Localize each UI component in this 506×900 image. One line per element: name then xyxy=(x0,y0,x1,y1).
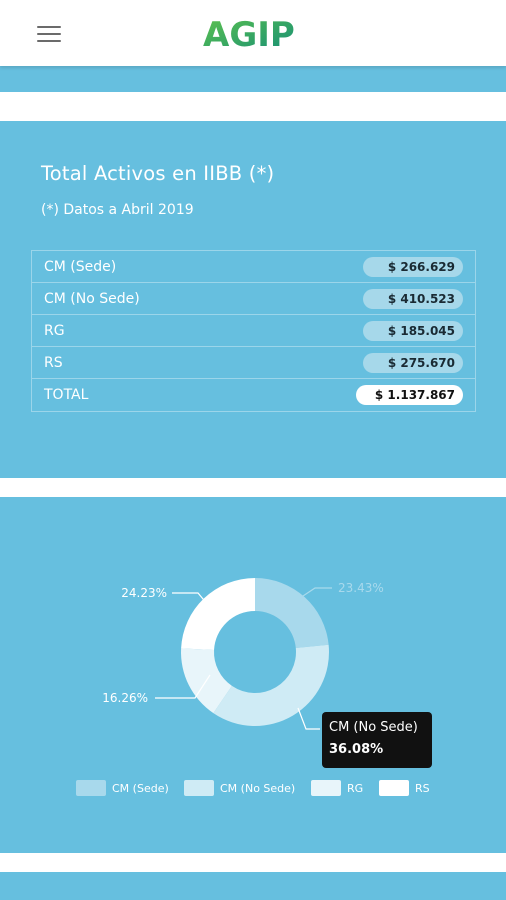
card-title: Total Activos en IIBB (*) xyxy=(41,162,275,185)
table-row: RS $ 275.670 xyxy=(32,347,475,379)
value-badge: $ 275.670 xyxy=(363,353,463,373)
data-date-note: (*) Datos a Abril 2019 xyxy=(41,202,194,218)
agip-logo: AGIP xyxy=(203,15,295,51)
legend-swatch xyxy=(76,780,106,796)
donut-slice[interactable] xyxy=(181,578,255,651)
chart-card: 23.43% 36.08% 16.26% 24.23% CM (Sede) CM (N… xyxy=(0,497,506,853)
legend-swatch xyxy=(379,780,409,796)
table-row: RG $ 185.045 xyxy=(32,315,475,347)
table-row: CM (Sede) $ 266.629 xyxy=(32,251,475,283)
tooltip-value: 36.08% xyxy=(329,742,384,757)
totals-table: CM (Sede) $ 266.629 CM (No Sede) $ 410.5… xyxy=(31,250,476,412)
svg-text:AGIP: AGIP xyxy=(203,15,295,51)
slice-leader-line xyxy=(299,587,332,599)
slice-percent-label: 16.26% xyxy=(102,691,148,705)
legend-label: CM (No Sede) xyxy=(220,782,296,795)
row-label: RG xyxy=(44,323,65,339)
donut-slice[interactable] xyxy=(255,578,329,648)
legend-label: RS xyxy=(415,782,430,795)
top-blue-strip xyxy=(0,66,506,92)
next-card xyxy=(0,872,506,900)
donut-chart[interactable]: 23.43% 36.08% 16.26% 24.23% xyxy=(0,497,506,853)
value-badge: $ 185.045 xyxy=(363,321,463,341)
row-label: CM (Sede) xyxy=(44,259,117,275)
summary-card: Total Activos en IIBB (*) (*) Datos a Ab… xyxy=(0,121,506,478)
slice-percent-label: 24.23% xyxy=(121,586,167,600)
app-header: AGIP xyxy=(0,0,506,66)
donut-slice[interactable] xyxy=(213,644,330,726)
value-badge: $ 266.629 xyxy=(363,257,463,277)
legend-swatch xyxy=(311,780,341,796)
chart-tooltip: CM (No Sede) 36.08% xyxy=(322,712,432,768)
legend-label: RG xyxy=(347,782,364,795)
row-label: RS xyxy=(44,355,63,371)
legend-label: CM (Sede) xyxy=(112,782,169,795)
slice-leader-line xyxy=(172,592,209,606)
row-label: CM (No Sede) xyxy=(44,291,140,307)
slice-leader-line xyxy=(155,674,211,699)
tooltip-name: CM (No Sede) xyxy=(329,720,418,735)
slice-leader-line xyxy=(297,707,320,730)
table-row: CM (No Sede) $ 410.523 xyxy=(32,283,475,315)
hamburger-menu-icon[interactable] xyxy=(37,24,61,44)
row-label: TOTAL xyxy=(44,387,89,403)
legend-swatch xyxy=(184,780,214,796)
value-badge: $ 410.523 xyxy=(363,289,463,309)
total-value-badge: $ 1.137.867 xyxy=(356,385,463,405)
table-row-total: TOTAL $ 1.137.867 xyxy=(32,379,475,411)
slice-percent-label: 23.43% xyxy=(338,581,384,595)
